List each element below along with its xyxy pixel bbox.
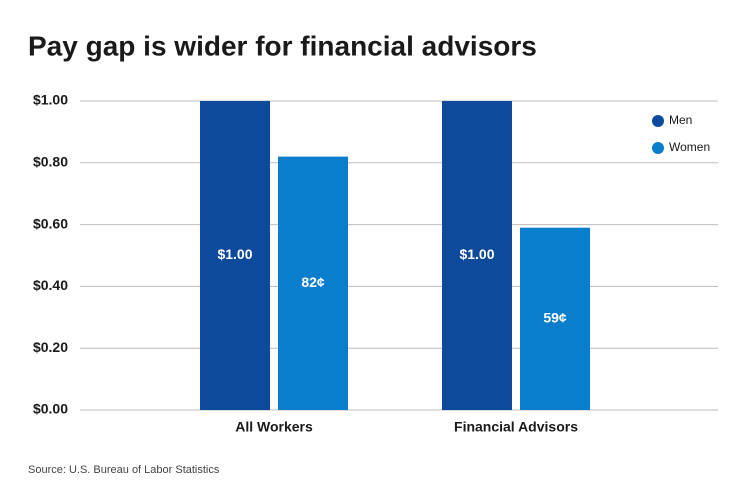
bar: [442, 101, 512, 410]
value-label: 59¢: [543, 310, 567, 326]
y-tick-label: $1.00: [33, 92, 68, 108]
y-tick-label: $0.00: [33, 401, 68, 417]
legend-label: Women: [669, 140, 710, 154]
bar: [200, 101, 270, 410]
source-note: Source: U.S. Bureau of Labor Statistics: [28, 464, 220, 476]
y-tick-label: $0.20: [33, 339, 68, 355]
y-tick-label: $0.60: [33, 215, 68, 231]
bar: [520, 227, 590, 410]
x-tick-label: All Workers: [235, 419, 313, 435]
y-tick-label: $0.80: [33, 154, 68, 170]
legend-swatch: [652, 115, 664, 127]
y-tick-label: $0.40: [33, 277, 68, 293]
x-tick-label: Financial Advisors: [454, 419, 578, 435]
value-label: $1.00: [459, 246, 494, 262]
value-label: 82¢: [301, 274, 325, 290]
chart-title: Pay gap is wider for financial advisors: [28, 30, 537, 61]
legend-swatch: [652, 142, 664, 154]
legend-label: Men: [669, 113, 692, 127]
value-label: $1.00: [217, 246, 252, 262]
bar: [278, 156, 348, 410]
